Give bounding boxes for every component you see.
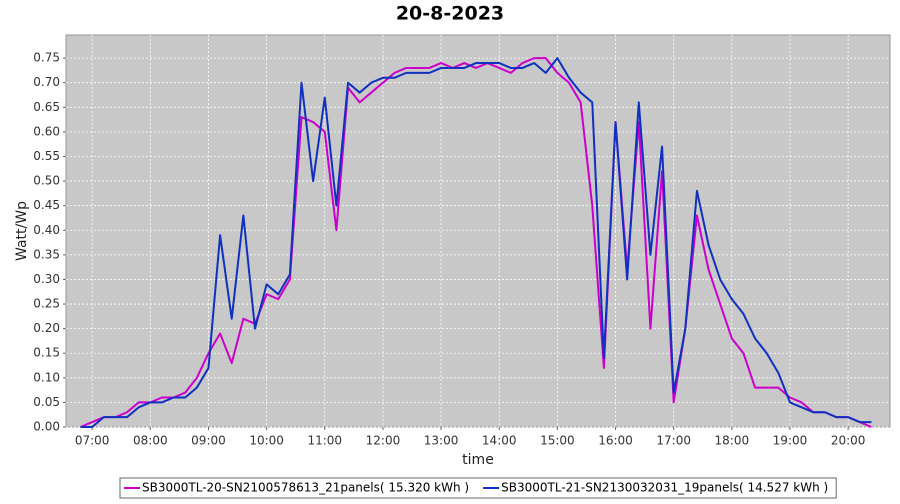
plot-area bbox=[65, 34, 891, 428]
y-tick-label: 0.55 bbox=[33, 149, 60, 163]
y-tick-label: 0.65 bbox=[33, 100, 60, 114]
x-tick-label: 15:00 bbox=[540, 434, 575, 448]
x-tick-label: 17:00 bbox=[656, 434, 691, 448]
x-tick-label: 09:00 bbox=[191, 434, 226, 448]
y-tick-label: 0.20 bbox=[33, 321, 60, 335]
x-tick-label: 18:00 bbox=[715, 434, 750, 448]
y-axis-title: Watt/Wp bbox=[14, 201, 30, 261]
y-tick-label: 0.05 bbox=[33, 395, 60, 409]
y-tick-label: 0.15 bbox=[33, 346, 60, 360]
legend-label: SB3000TL-21-SN2130032031_19panels( 14.52… bbox=[501, 481, 828, 495]
y-tick-label: 0.70 bbox=[33, 75, 60, 89]
y-tick-label: 0.00 bbox=[33, 420, 60, 434]
y-tick-label: 0.45 bbox=[33, 198, 60, 212]
y-tick-label: 0.25 bbox=[33, 297, 60, 311]
x-tick-label: 13:00 bbox=[424, 434, 459, 448]
x-axis-title: time bbox=[462, 452, 494, 468]
x-tick-label: 11:00 bbox=[307, 434, 342, 448]
y-tick-label: 0.30 bbox=[33, 272, 60, 286]
x-tick-label: 08:00 bbox=[133, 434, 168, 448]
lines bbox=[80, 57, 872, 428]
x-tick-label: 20:00 bbox=[831, 434, 866, 448]
x-tick-label: 07:00 bbox=[75, 434, 110, 448]
chart-title: 20-8-2023 bbox=[396, 3, 504, 25]
y-tick-label: 0.35 bbox=[33, 247, 60, 261]
series-line bbox=[80, 57, 872, 428]
x-tick-label: 10:00 bbox=[249, 434, 284, 448]
x-tick-label: 12:00 bbox=[366, 434, 401, 448]
series-line bbox=[80, 57, 872, 428]
x-tick-label: 14:00 bbox=[482, 434, 517, 448]
y-tick-label: 0.75 bbox=[33, 51, 60, 65]
x-tick-label: 16:00 bbox=[598, 434, 633, 448]
legend bbox=[119, 477, 837, 499]
legend-label: SB3000TL-20-SN2100578613_21panels( 15.32… bbox=[142, 481, 469, 495]
y-tick-label: 0.40 bbox=[33, 223, 60, 237]
y-tick-label: 0.50 bbox=[33, 174, 60, 188]
y-tick-label: 0.60 bbox=[33, 124, 60, 138]
x-tick-label: 19:00 bbox=[773, 434, 808, 448]
y-tick-label: 0.10 bbox=[33, 370, 60, 384]
